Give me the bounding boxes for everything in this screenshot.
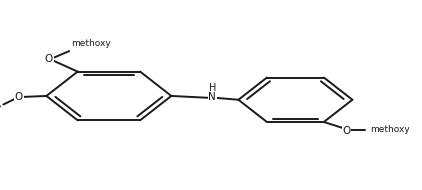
Text: N: N xyxy=(208,93,216,102)
Text: methoxy: methoxy xyxy=(371,125,410,134)
Text: H: H xyxy=(208,83,216,93)
Text: methoxy: methoxy xyxy=(71,39,111,48)
Text: O: O xyxy=(45,54,53,64)
Text: O: O xyxy=(15,92,23,101)
Text: O: O xyxy=(342,126,350,135)
